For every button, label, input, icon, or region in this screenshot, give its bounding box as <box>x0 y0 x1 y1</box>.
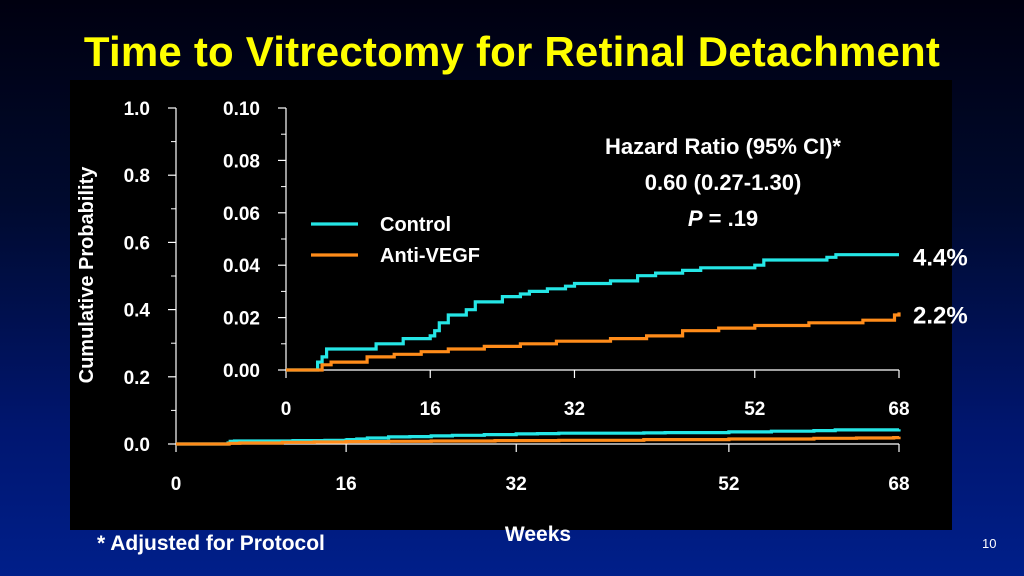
inset-x-tick-label: 52 <box>744 399 765 420</box>
main-y-tick-label: 0.0 <box>124 435 150 456</box>
hazard-ratio-title: Hazard Ratio (95% CI)* <box>605 134 841 159</box>
main-y-axis-label: Cumulative Probability <box>76 166 98 384</box>
inset-y-tick-label: 0.00 <box>223 361 260 382</box>
main-y-tick-label: 1.0 <box>124 99 150 120</box>
legend-label-anti-vegf: Anti-VEGF <box>380 245 480 267</box>
inset-y-tick-label: 0.06 <box>223 204 260 225</box>
plot-background <box>70 80 952 530</box>
inset-y-tick-label: 0.10 <box>223 99 260 120</box>
main-x-axis-label: Weeks <box>505 523 571 546</box>
p-value: P = .19 <box>688 206 758 231</box>
main-y-tick-label: 0.2 <box>124 368 150 389</box>
main-y-tick-label: 0.8 <box>124 166 150 187</box>
inset-x-tick-label: 68 <box>888 399 909 420</box>
inset-y-tick-label: 0.08 <box>223 151 260 172</box>
inset-series-anti-vegf <box>286 312 901 372</box>
inset-x-tick-label: 32 <box>564 399 585 420</box>
main-series-anti-vegf <box>176 436 901 446</box>
page-number: 10 <box>982 536 997 551</box>
legend-label-control: Control <box>380 214 451 236</box>
main-x-tick-label: 52 <box>718 474 739 495</box>
main-x-tick-label: 16 <box>336 474 357 495</box>
footnote: * Adjusted for Protocol <box>97 532 325 555</box>
inset-x-tick-label: 16 <box>420 399 441 420</box>
inset-y-tick-label: 0.04 <box>223 256 260 277</box>
main-y-tick-label: 0.6 <box>124 233 150 254</box>
slide-title: Time to Vitrectomy for Retinal Detachmen… <box>83 28 941 75</box>
main-x-tick-label: 32 <box>506 474 527 495</box>
inset-series-control <box>286 253 899 372</box>
main-y-tick-label: 0.4 <box>124 301 151 322</box>
main-x-tick-label: 68 <box>888 474 909 495</box>
end-label-control: 4.4% <box>913 245 968 272</box>
main-chart: 0.0 0.2 0.4 0.6 0.8 1.0 0 16 32 52 68 Cumulative Pr… <box>76 99 910 546</box>
main-series-control <box>176 428 901 446</box>
end-label-anti-vegf: 2.2% <box>913 302 968 329</box>
inset-chart: 0.00 0.02 0.04 0.06 0.08 0.10 0 16 32 52 68 4.4% 2.2… <box>223 99 968 420</box>
inset-x-tick-label: 0 <box>281 399 292 420</box>
inset-y-tick-label: 0.02 <box>223 309 260 330</box>
hazard-ratio-value: 0.60 (0.27-1.30) <box>645 170 802 195</box>
main-x-tick-label: 0 <box>171 474 182 495</box>
